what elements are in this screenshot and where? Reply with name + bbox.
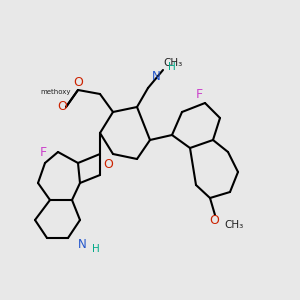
Text: N: N [78, 238, 86, 250]
Text: CH₃: CH₃ [224, 220, 243, 230]
Text: O: O [209, 214, 219, 226]
Text: N: N [152, 70, 160, 83]
Text: O: O [73, 76, 83, 89]
Text: H: H [168, 62, 176, 72]
Text: H: H [92, 244, 100, 254]
Text: F: F [39, 146, 46, 158]
Text: methoxy: methoxy [41, 89, 71, 95]
Text: O: O [57, 100, 67, 113]
Text: O: O [103, 158, 113, 172]
Text: CH₃: CH₃ [163, 58, 182, 68]
Text: F: F [195, 88, 203, 101]
